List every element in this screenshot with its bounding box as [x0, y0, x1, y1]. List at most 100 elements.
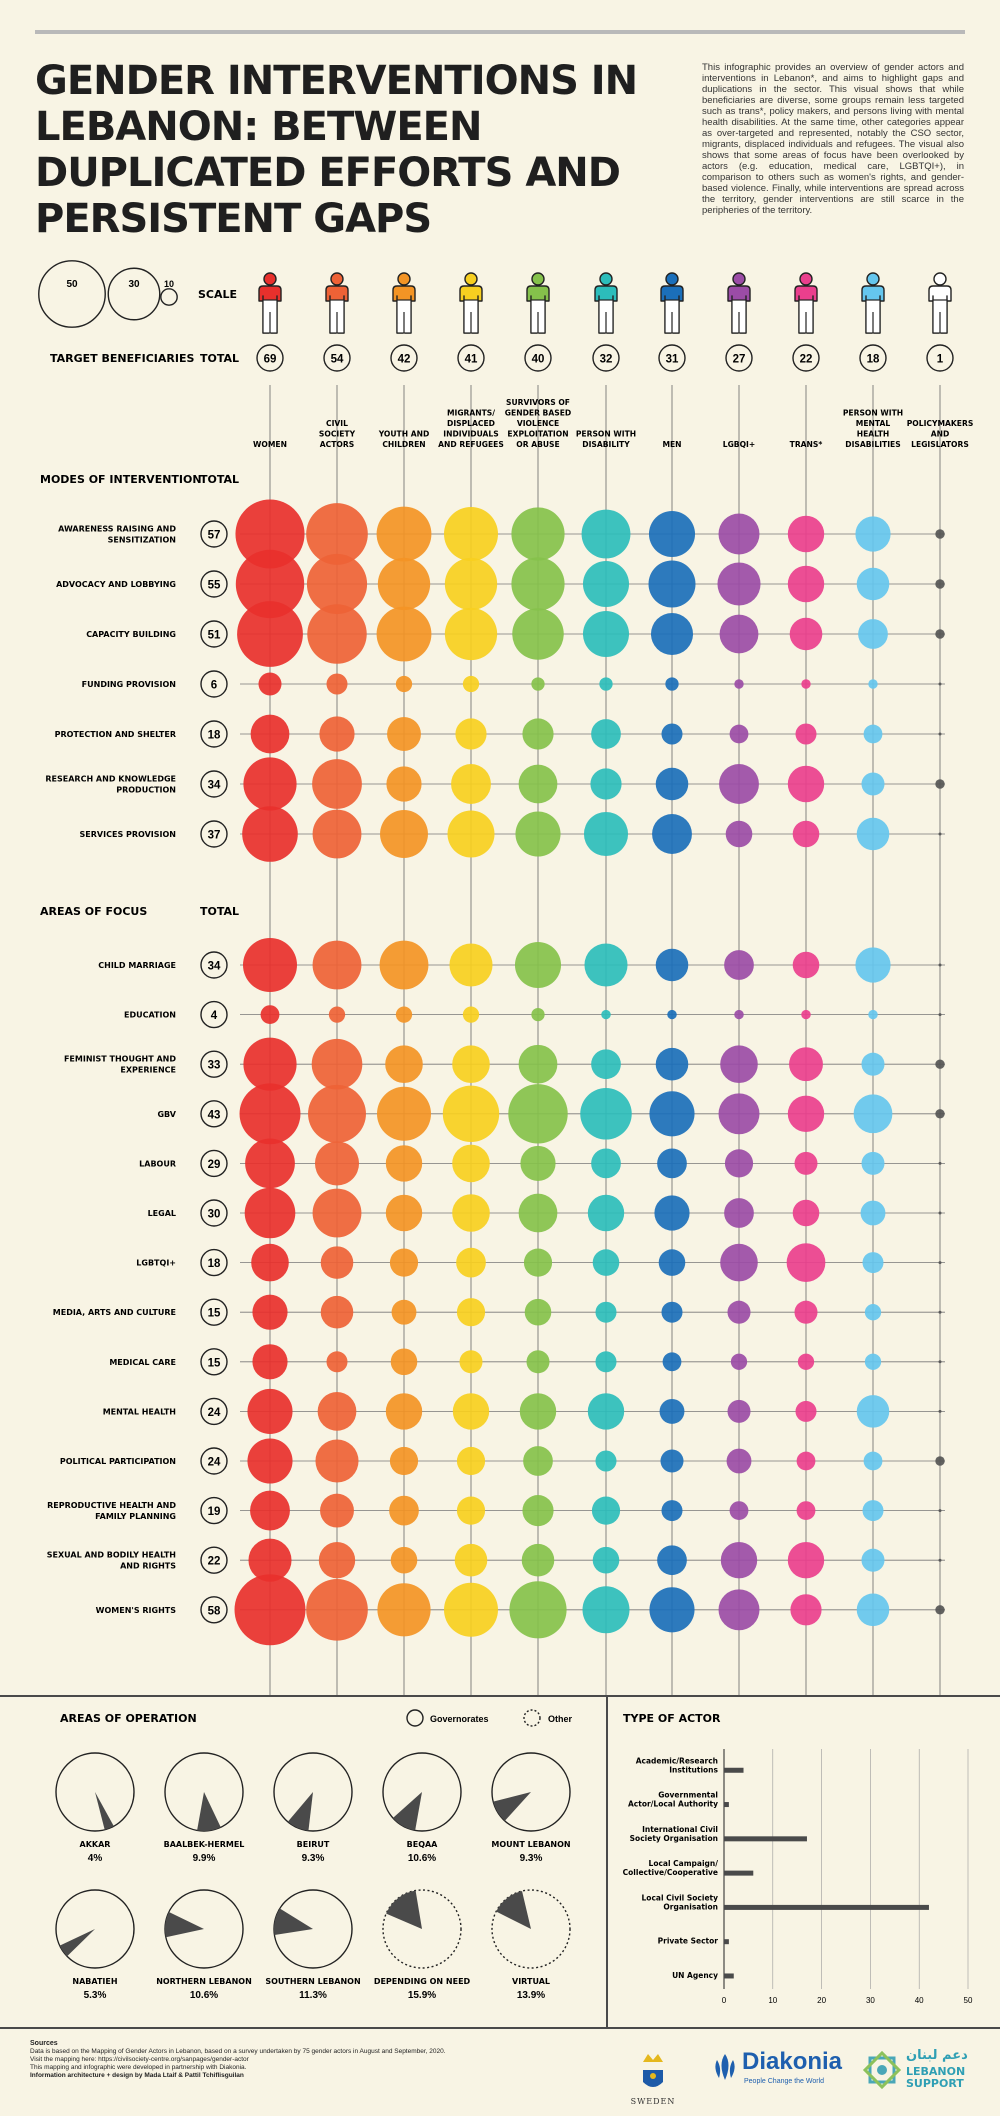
mode-bubble — [729, 724, 749, 744]
column-total-circle — [457, 344, 485, 372]
area-bubble — [661, 1301, 683, 1323]
area-row-label: MEDICAL CARE — [109, 1358, 176, 1367]
area-bubble — [718, 1589, 760, 1631]
area-bubble — [328, 1006, 346, 1023]
column-total-circle — [323, 344, 351, 372]
pie-slice — [59, 1929, 95, 1957]
mode-row-total-value: 34 — [208, 780, 221, 792]
bar — [724, 1767, 744, 1773]
area-bubble — [245, 1138, 295, 1189]
mode-bubble — [591, 719, 621, 749]
area-row-total-value: 15 — [208, 1357, 221, 1369]
pie-slice — [287, 1792, 313, 1831]
areas-heading: AREAS OF FOCUS — [40, 905, 147, 918]
mode-bubble — [719, 614, 759, 654]
pie-value: 9.9% — [193, 1853, 216, 1864]
area-bubble — [864, 1304, 882, 1321]
pie-slice — [95, 1792, 114, 1830]
area-bubble — [861, 1548, 885, 1572]
area-row-total-value: 43 — [208, 1109, 221, 1121]
lebanon-support-logo: دعم لبنان LEBANON SUPPORT — [862, 2040, 972, 2106]
area-bubble — [864, 1353, 882, 1370]
mode-bubble — [235, 499, 305, 569]
pie-name: BEIRUT — [297, 1840, 330, 1849]
column-total-circle — [658, 344, 686, 372]
mode-bubble — [581, 509, 631, 559]
area-bubble — [456, 1298, 486, 1327]
area-bubble — [377, 1086, 431, 1141]
area-bubble — [662, 1352, 682, 1372]
person-head — [799, 272, 813, 286]
pie-slice — [496, 1891, 531, 1929]
area-bubble — [724, 950, 754, 980]
mode-bubble — [648, 510, 696, 558]
person-head — [330, 272, 344, 286]
mode-bubble — [650, 612, 694, 656]
column-label: VIOLENCE — [517, 419, 559, 428]
area-bubble — [795, 1400, 817, 1422]
diakonia-mark-icon — [715, 2054, 735, 2080]
area-bubble — [855, 947, 891, 983]
area-row-total-circle — [200, 1546, 228, 1574]
type-of-actor-chart: TYPE OF ACTOR 0 10 20 30 40 50 Academic/Researc… — [623, 1712, 973, 2005]
scale-heading: SCALE — [198, 288, 237, 301]
column-label: OR ABUSE — [516, 440, 559, 449]
mode-bubble — [326, 673, 348, 695]
mode-bubble — [511, 557, 565, 611]
area-bubble — [531, 1007, 545, 1022]
area-bubble — [655, 1047, 689, 1081]
sources-line-3: This mapping and infographic were develo… — [30, 2064, 247, 2071]
area-bubble — [718, 1093, 760, 1135]
lebanon-support-name: LEBANON SUPPORT — [906, 2065, 966, 2090]
area-row-label: POLITICAL PARTICIPATION — [60, 1457, 176, 1466]
area-bubble — [312, 940, 362, 990]
mode-bubble — [447, 810, 495, 858]
mode-bubble — [652, 814, 692, 854]
mode-bubble — [386, 766, 422, 802]
mode-bubble — [855, 516, 891, 552]
area-bubble — [320, 1246, 354, 1279]
column-total-circle — [256, 344, 284, 372]
area-bubble — [442, 1085, 500, 1143]
column-total-value: 22 — [800, 354, 813, 366]
area-row-total-circle — [200, 1000, 228, 1029]
mode-row-total-value: 6 — [211, 680, 217, 692]
person-icon — [526, 272, 550, 334]
target-total-heading: TOTAL — [200, 352, 239, 365]
area-bubble — [595, 1351, 617, 1373]
mode-row-total-value: 57 — [208, 530, 221, 542]
modes-total-heading: TOTAL — [200, 473, 239, 486]
bar — [724, 1870, 754, 1876]
area-bubble — [853, 1094, 893, 1134]
area-bubble — [861, 1151, 885, 1175]
area-bubble — [523, 1446, 553, 1476]
area-bubble — [861, 1052, 885, 1076]
area-bubble — [796, 1501, 816, 1520]
mode-bubble — [787, 765, 825, 803]
area-bubble — [521, 1543, 555, 1577]
top-rule — [35, 30, 965, 34]
bar-category-label: Society Organisation — [630, 1834, 718, 1843]
column-label: PERSON WITH — [576, 430, 636, 439]
area-row-label: FAMILY PLANNING — [95, 1512, 176, 1521]
mode-bubble — [717, 562, 761, 606]
mode-bubble — [444, 507, 498, 561]
area-bubble — [657, 1148, 687, 1179]
column-total-value: 40 — [532, 354, 545, 366]
area-bubble — [385, 1194, 423, 1232]
area-bubble — [658, 1249, 686, 1276]
area-bubble — [938, 1360, 942, 1364]
area-bubble — [523, 1248, 553, 1277]
pie-slice — [392, 1792, 422, 1831]
area-bubble — [260, 1005, 280, 1024]
area-bubble — [938, 963, 942, 967]
area-bubble — [794, 1300, 818, 1324]
scale-label-30: 30 — [128, 279, 140, 290]
mode-bubble — [306, 503, 368, 565]
area-row-total-circle — [200, 1248, 228, 1277]
area-bubble — [462, 1006, 480, 1023]
area-bubble — [456, 1247, 486, 1278]
mode-bubble — [258, 672, 282, 696]
mode-row-total-circle — [200, 620, 228, 648]
area-bubble — [243, 1037, 297, 1091]
